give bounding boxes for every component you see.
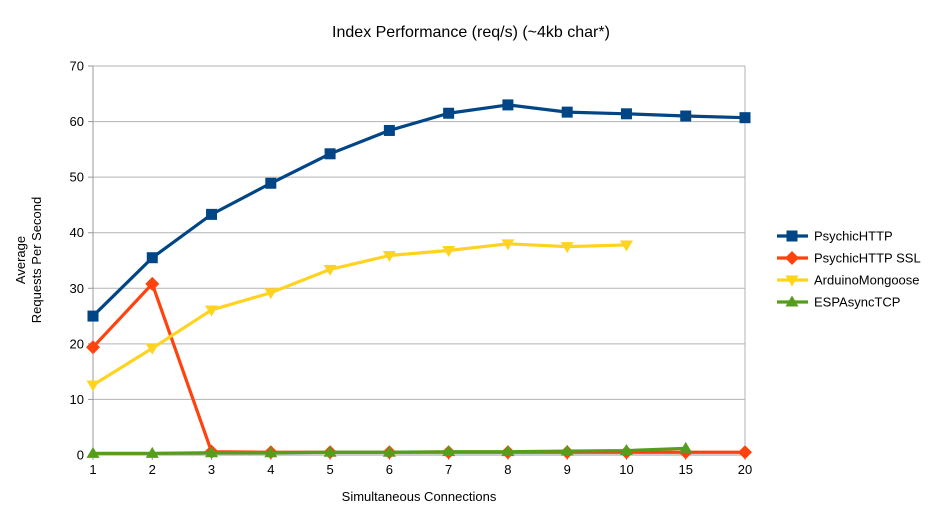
y-axis-title-line1: Average	[13, 236, 28, 284]
marker-espasynctcp	[560, 444, 574, 456]
marker-psychichttp	[383, 124, 395, 136]
marker-psychichttp	[146, 252, 158, 264]
legend-square-icon	[786, 230, 798, 242]
x-tick-label: 5	[326, 462, 333, 477]
x-axis-title: Simultaneous Connections	[342, 489, 497, 504]
legend-triangle-down-icon	[785, 275, 799, 287]
marker-arduinomongoose	[86, 380, 100, 392]
marker-espasynctcp	[323, 445, 337, 457]
series-psychichttp	[87, 99, 751, 322]
marker-arduinomongoose	[560, 242, 574, 254]
marker-psychichttp	[680, 110, 692, 122]
marker-psychichttp-ssl	[86, 340, 100, 355]
marker-psychichttp	[87, 310, 99, 322]
marker-espasynctcp	[145, 446, 159, 458]
marker-arduinomongoose	[442, 245, 456, 257]
marker-espasynctcp	[619, 444, 633, 456]
marker-espasynctcp	[501, 445, 515, 457]
marker-espasynctcp	[264, 446, 278, 458]
series-psychichttp-ssl	[86, 276, 752, 460]
x-tick-label: 8	[504, 462, 511, 477]
series-line-psychichttp	[91, 103, 747, 318]
legend-item-psychichttp: PsychicHTTP	[777, 229, 893, 244]
x-tick-label: 4	[267, 462, 274, 477]
marker-psychichttp-ssl	[738, 445, 752, 460]
y-tick-label: 50	[70, 170, 84, 185]
y-tick-label: 40	[70, 225, 84, 240]
marker-psychichttp	[324, 148, 336, 160]
grid-layer: 0 10 20 30 40 50 60 70 1 2 3 4 5 6 7 8 9 10 15 20	[70, 59, 753, 478]
y-tick-label: 60	[70, 114, 84, 129]
y-tick-label: 0	[77, 448, 84, 463]
x-tick-label: 1	[89, 462, 96, 477]
series-layer	[86, 99, 752, 460]
x-tick-label: 2	[149, 462, 156, 477]
marker-espasynctcp	[679, 441, 693, 453]
x-tick-label: 6	[386, 462, 393, 477]
marker-psychichttp	[561, 106, 573, 118]
marker-arduinomongoose	[382, 250, 396, 262]
series-espasynctcp	[86, 441, 693, 458]
marker-psychichttp	[620, 108, 632, 120]
marker-arduinomongoose	[145, 343, 159, 355]
marker-psychichttp	[739, 112, 751, 124]
legend: PsychicHTTP PsychicHTTP SSL ArduinoMongoos…	[777, 229, 921, 310]
marker-arduinomongoose	[619, 240, 633, 252]
legend-label: PsychicHTTP	[814, 229, 893, 244]
marker-arduinomongoose	[264, 288, 278, 300]
series-line-arduinomongoose	[91, 242, 629, 387]
marker-arduinomongoose	[323, 264, 337, 276]
legend-label: ESPAsyncTCP	[814, 295, 900, 310]
y-tick-label: 70	[70, 59, 84, 74]
y-tick-label: 20	[70, 336, 84, 351]
marker-espasynctcp	[442, 445, 456, 457]
x-tick-label: 7	[445, 462, 452, 477]
y-axis-title: Average Requests Per Second	[13, 197, 44, 323]
marker-psychichttp	[206, 208, 218, 220]
chart-title: Index Performance (req/s) (~4kb char*)	[332, 24, 610, 41]
marker-arduinomongoose	[501, 239, 515, 251]
legend-item-psychichttp-ssl: PsychicHTTP SSL	[777, 251, 921, 266]
marker-psychichttp	[443, 107, 455, 119]
legend-item-arduinomongoose: ArduinoMongoose	[777, 273, 920, 288]
marker-espasynctcp	[382, 445, 396, 457]
y-tick-label: 30	[70, 281, 84, 296]
legend-label: ArduinoMongoose	[814, 273, 920, 288]
marker-psychichttp	[502, 99, 514, 111]
marker-psychichttp	[265, 177, 277, 189]
legend-triangle-up-icon	[785, 295, 799, 307]
x-tick-label: 15	[678, 462, 692, 477]
x-tick-label: 3	[208, 462, 215, 477]
legend-item-espasynctcp: ESPAsyncTCP	[777, 295, 900, 310]
series-line-psychichttp-ssl	[91, 282, 747, 454]
series-arduinomongoose	[86, 239, 633, 392]
marker-psychichttp-ssl	[145, 276, 160, 291]
marker-arduinomongoose	[205, 305, 219, 317]
x-tick-label: 20	[738, 462, 752, 477]
x-tick-label: 10	[619, 462, 633, 477]
marker-espasynctcp	[86, 446, 100, 458]
x-tick-label: 9	[564, 462, 571, 477]
legend-diamond-icon	[785, 251, 799, 265]
marker-espasynctcp	[205, 446, 219, 458]
y-tick-label: 10	[70, 392, 84, 407]
legend-label: PsychicHTTP SSL	[814, 251, 921, 266]
y-axis-title-line2: Requests Per Second	[29, 197, 44, 323]
